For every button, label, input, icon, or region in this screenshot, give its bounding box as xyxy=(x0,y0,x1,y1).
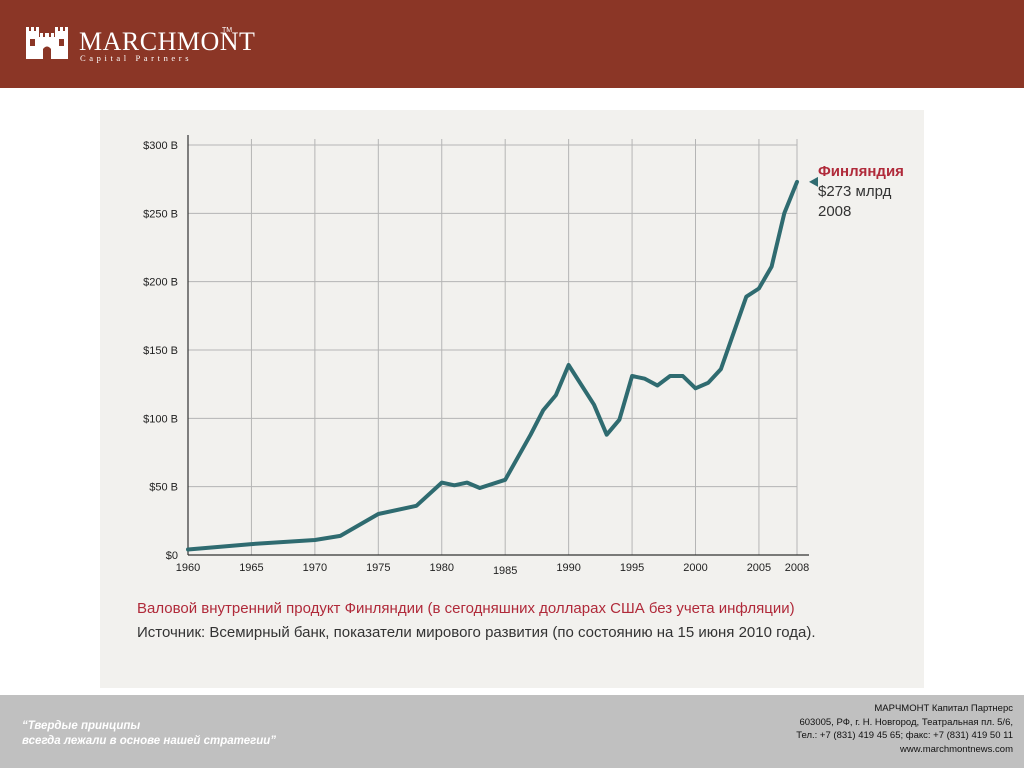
chart-panel: $0 $50 B $100 B $150 B $200 B $250 B $300 B 196… xyxy=(100,110,924,688)
y-tick-label: $0 xyxy=(166,550,178,562)
chart-title: Валовой внутренний продукт Финляндии (в … xyxy=(137,600,795,617)
footer-bar: “Твердые принципы всегда лежали в основе… xyxy=(0,695,1024,768)
company-website-link[interactable]: www.marchmontnews.com xyxy=(900,743,1013,755)
x-tick-label: 1980 xyxy=(430,562,454,574)
company-phone: Тел.: +7 (831) 419 45 65; факс: +7 (831)… xyxy=(796,730,1013,741)
marchmont-logo[interactable]: MARCHMONT TM Capital Partners xyxy=(26,25,255,65)
x-tick-label: 1995 xyxy=(620,562,644,574)
y-tick-label: $300 B xyxy=(143,140,178,152)
y-tick-label: $250 B xyxy=(143,208,178,220)
annotation-value: $273 млрд xyxy=(818,183,892,200)
company-name: МАРЧМОНТ Капитал Партнерс xyxy=(874,703,1013,714)
x-tick-label: 1960 xyxy=(176,562,200,574)
header-bar: MARCHMONT TM Capital Partners xyxy=(0,0,1024,88)
y-tick-label: $200 B xyxy=(143,277,178,289)
annotation-year: 2008 xyxy=(818,203,851,220)
footer-slogan: “Твердые принципы всегда лежали в основе… xyxy=(22,719,276,749)
y-tick-label: $100 B xyxy=(143,413,178,425)
x-tick-label: 1970 xyxy=(303,562,327,574)
x-tick-label: 1985 xyxy=(493,565,517,577)
company-address: 603005, РФ, г. Н. Новгород, Театральная … xyxy=(799,716,1013,728)
slogan-line-2: всегда лежали в основе нашей стратегии” xyxy=(22,735,277,747)
annotation-pointer-icon xyxy=(809,176,818,187)
gdp-series-line xyxy=(186,179,799,552)
chart-source: Источник: Всемирный банк, показатели мир… xyxy=(137,624,816,641)
brand-tagline: Capital Partners xyxy=(80,53,193,63)
gdp-line-chart: $0 $50 B $100 B $150 B $200 B $250 B $300 B 196… xyxy=(143,135,904,577)
x-tick-label: 1975 xyxy=(366,562,390,574)
brand-name: MARCHMONT xyxy=(79,27,256,56)
castle-logo-icon xyxy=(26,27,68,59)
y-tick-label: $50 B xyxy=(149,482,178,494)
x-tick-label: 2000 xyxy=(683,562,707,574)
y-tick-label: $150 B xyxy=(143,345,178,357)
trademark-mark: TM xyxy=(222,27,233,34)
x-tick-label: 2008 xyxy=(785,562,809,574)
annotation-country: Финляндия xyxy=(818,163,904,180)
x-tick-label: 2005 xyxy=(747,562,771,574)
x-tick-label: 1965 xyxy=(239,562,263,574)
x-tick-label: 1990 xyxy=(556,562,580,574)
footer-contacts: МАРЧМОНТ Капитал Партнерс 603005, РФ, г.… xyxy=(796,702,1013,756)
slogan-line-1: “Твердые принципы xyxy=(22,720,141,732)
